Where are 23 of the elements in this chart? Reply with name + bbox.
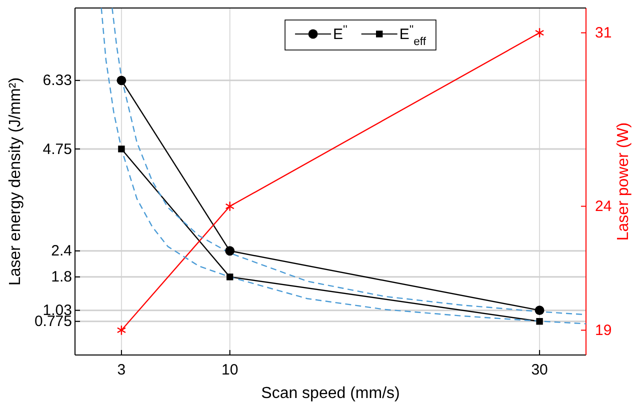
point (116, 324, 126, 336)
y2-tick-label: 19 (595, 322, 612, 340)
point (534, 306, 544, 316)
x-tick-label: 30 (531, 362, 548, 378)
point (226, 274, 234, 280)
legend-label: E$^{''}$ (333, 24, 348, 43)
y-tick-label: 2.4 (51, 242, 72, 260)
y-axis-title: Laser energy density (J/mm²) (7, 77, 24, 286)
point (536, 318, 543, 325)
y2-axis-title: Laser power (W) (615, 122, 632, 241)
y-tick-label: 6.33 (42, 72, 72, 90)
x-tick-label: 3 (117, 362, 126, 378)
y2-tick-label: 24 (595, 198, 612, 216)
point (118, 146, 125, 152)
x-tick-label: 10 (222, 362, 238, 378)
point (534, 28, 544, 38)
y-tick-label: 4.75 (42, 140, 72, 158)
y2-tick-label: 31 (595, 24, 612, 42)
point (116, 76, 126, 86)
point (225, 201, 234, 212)
y-tick-label: 1.8 (51, 268, 72, 286)
x-axis-title: Scan speed (mm/s) (261, 385, 400, 402)
point (225, 246, 235, 256)
